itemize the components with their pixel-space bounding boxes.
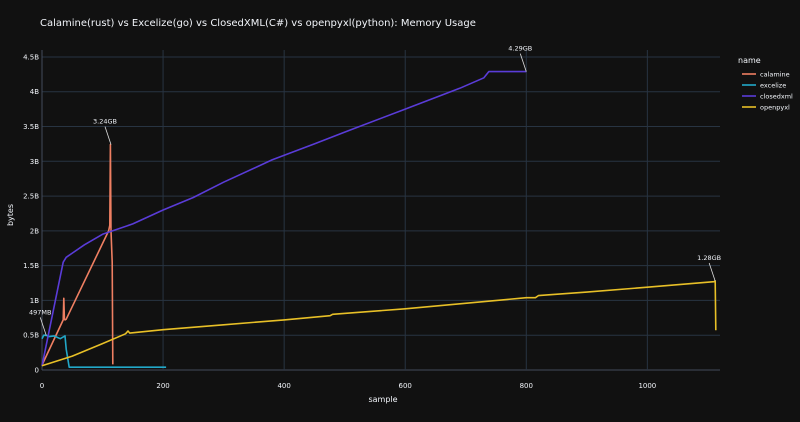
annotation-arrow (104, 126, 112, 145)
y-tick-label: 3B (30, 158, 39, 166)
annotation-label: 3.24GB (93, 118, 117, 126)
series-line-calamine (41, 143, 114, 366)
legend-title: name (738, 56, 761, 65)
legend-item-excelize[interactable]: excelize (742, 82, 786, 90)
x-tick-label: 0 (40, 382, 44, 390)
legend-label: excelize (760, 82, 786, 90)
legend-item-calamine[interactable]: calamine (742, 71, 790, 79)
y-tick-label: 2B (30, 227, 39, 235)
x-axis-label: sample (368, 395, 397, 404)
legend[interactable]: name calamine excelize closedxml openpyxl (738, 56, 793, 112)
annotation-arrow (708, 262, 716, 282)
annotation-label: 4.29GB (508, 45, 532, 53)
y-axis-label: bytes (6, 204, 15, 226)
y-tick-label: 2.5B (23, 193, 39, 201)
annotation-label: 497MB (29, 308, 51, 316)
y-tick-label: 4B (30, 88, 39, 96)
y-tick-label: 4.5B (23, 53, 39, 61)
x-tick-label: 200 (156, 382, 169, 390)
x-tick-label: 600 (399, 382, 412, 390)
y-tick-label: 3.5B (23, 123, 39, 131)
legend-label: calamine (760, 71, 790, 79)
x-tick-label: 1000 (638, 382, 656, 390)
gridlines (41, 50, 720, 371)
y-tick-label: 0.5B (23, 332, 39, 340)
legend-label: openpyxl (760, 104, 790, 112)
series-line-openpyxl (41, 280, 717, 367)
chart-title: Calamine(rust) vs Excelize(go) vs Closed… (40, 18, 476, 29)
y-tick-label: 0 (35, 367, 39, 375)
x-axis-ticks: 0 200 400 600 800 1000 (40, 382, 657, 390)
legend-label: closedxml (760, 93, 793, 101)
series-line-closedxml (41, 70, 527, 366)
y-tick-label: 1B (30, 297, 39, 305)
annotations: 3.24GB 497MB 4.29GB 1.28GB (29, 45, 721, 336)
legend-item-openpyxl[interactable]: openpyxl (742, 104, 790, 112)
x-tick-label: 800 (520, 382, 533, 390)
y-axis-ticks: 0 0.5B 1B 1.5B 2B 2.5B 3B 3.5B 4B 4.5B (23, 53, 39, 374)
annotation-arrow (39, 317, 47, 336)
annotation-arrow (519, 53, 527, 72)
y-tick-label: 1.5B (23, 262, 39, 270)
annotation-label: 1.28GB (697, 254, 721, 262)
series-lines (41, 70, 717, 369)
legend-item-closedxml[interactable]: closedxml (742, 93, 793, 101)
x-tick-label: 400 (277, 382, 290, 390)
